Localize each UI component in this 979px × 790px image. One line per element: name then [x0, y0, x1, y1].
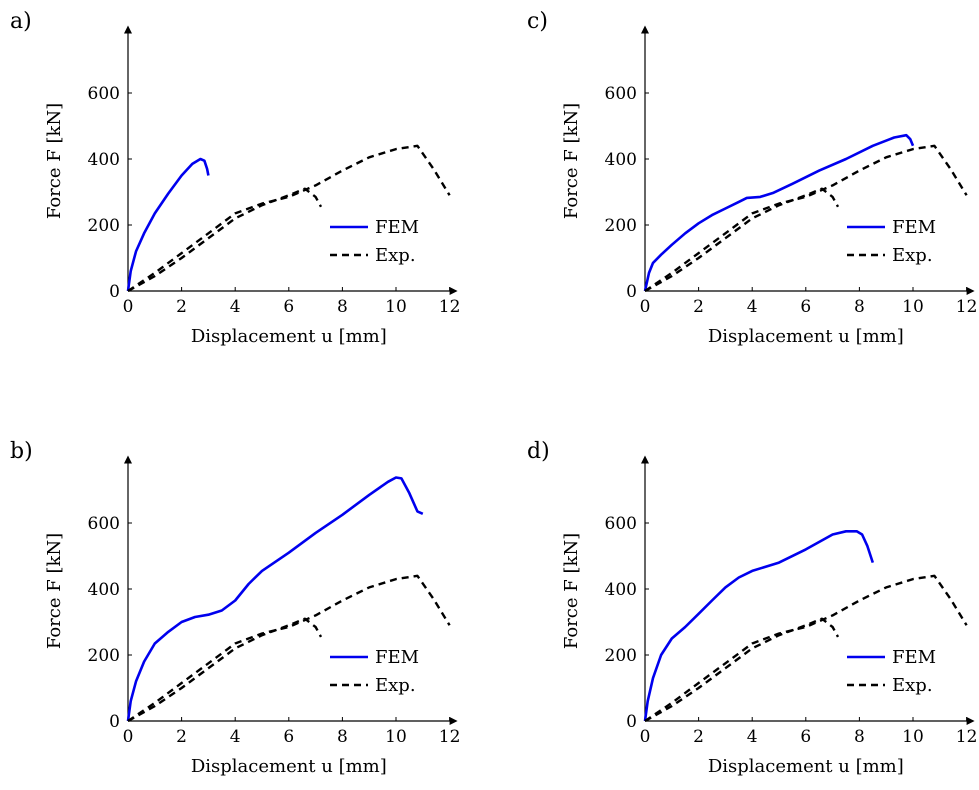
x-tick-label: 8: [337, 297, 348, 317]
x-tick-label: 6: [800, 727, 811, 747]
y-tick-label: 0: [109, 712, 120, 732]
x-tick-label: 6: [283, 727, 294, 747]
y-tick-label: 0: [626, 712, 637, 732]
x-tick-label: 4: [230, 727, 241, 747]
x-tick-label: 8: [337, 727, 348, 747]
panel-label: a): [10, 9, 32, 34]
x-tick-label: 4: [747, 297, 758, 317]
x-tick-label: 12: [439, 297, 461, 317]
x-tick-label: 6: [283, 297, 294, 317]
series-line-fem-0: [126, 476, 424, 722]
y-tick-label: 400: [88, 580, 120, 600]
x-tick-label: 10: [385, 727, 407, 747]
legend-label: Exp.: [892, 675, 933, 696]
x-axis-arrow: [449, 287, 458, 295]
x-tick-label: 8: [854, 727, 865, 747]
legend-label: Exp.: [375, 675, 416, 696]
x-tick-label: 0: [640, 727, 651, 747]
x-tick-label: 2: [693, 297, 704, 317]
legend-label: FEM: [375, 217, 419, 238]
x-tick-label: 8: [854, 297, 865, 317]
series-line-exp-2: [127, 187, 323, 293]
legend-label: Exp.: [375, 245, 416, 266]
series-line-fem-0: [643, 529, 875, 722]
y-tick-label: 400: [88, 150, 120, 170]
y-axis-label: Force F [kN]: [561, 103, 582, 219]
x-tick-label: 2: [176, 297, 187, 317]
x-tick-label: 2: [176, 727, 187, 747]
panel-label: b): [10, 439, 33, 464]
x-tick-label: 6: [800, 297, 811, 317]
series-line-fem-0: [643, 133, 915, 292]
y-tick-label: 400: [605, 580, 637, 600]
x-tick-label: 10: [902, 297, 924, 317]
y-tick-label: 200: [88, 216, 120, 236]
y-tick-label: 200: [605, 646, 637, 666]
series-line-exp-2: [644, 617, 840, 723]
x-tick-label: 2: [693, 727, 704, 747]
x-axis-label: Displacement u [mm]: [708, 756, 904, 777]
y-axis-arrow: [641, 455, 649, 464]
y-tick-label: 200: [605, 216, 637, 236]
x-axis-label: Displacement u [mm]: [708, 326, 904, 347]
y-tick-label: 600: [605, 84, 637, 104]
legend-label: FEM: [892, 217, 936, 238]
chart-panel-4: 0 2 4 6 8 10 12 0 200 400 600 Displacement u [mm] Fo…: [527, 439, 977, 777]
x-tick-label: 10: [902, 727, 924, 747]
chart-panel-3: 0 2 4 6 8 10 12 0 200 400 600 Displacement u [mm] Fo…: [10, 439, 460, 777]
x-axis-label: Displacement u [mm]: [191, 326, 387, 347]
x-tick-label: 0: [123, 727, 134, 747]
x-axis-label: Displacement u [mm]: [191, 756, 387, 777]
x-tick-label: 4: [230, 297, 241, 317]
chart-panel-2: 0 2 4 6 8 10 12 0 200 400 600 Displacement u [mm] Fo…: [527, 9, 977, 347]
legend-label: FEM: [375, 647, 419, 668]
x-tick-label: 4: [747, 727, 758, 747]
y-axis-arrow: [641, 25, 649, 34]
series-line-exp-1: [127, 574, 451, 722]
series-line-fem-0: [126, 157, 210, 292]
panel-label: d): [527, 439, 550, 464]
x-tick-label: 12: [439, 727, 461, 747]
x-tick-label: 12: [956, 297, 978, 317]
x-axis-arrow: [966, 287, 975, 295]
y-tick-label: 600: [88, 84, 120, 104]
y-axis-label: Force F [kN]: [561, 533, 582, 649]
y-tick-label: 0: [626, 282, 637, 302]
y-tick-label: 600: [605, 514, 637, 534]
x-tick-label: 0: [123, 297, 134, 317]
y-tick-label: 200: [88, 646, 120, 666]
series-line-exp-2: [127, 617, 323, 723]
y-axis-arrow: [124, 455, 132, 464]
x-tick-label: 10: [385, 297, 407, 317]
x-tick-label: 12: [956, 727, 978, 747]
y-axis-label: Force F [kN]: [44, 103, 65, 219]
series-line-exp-1: [127, 144, 451, 292]
legend-label: FEM: [892, 647, 936, 668]
series-line-exp-2: [644, 187, 840, 293]
x-axis-arrow: [449, 717, 458, 725]
chart-panel-1: 0 2 4 6 8 10 12 0 200 400 600 Displacement u [mm] Fo…: [10, 9, 460, 347]
y-tick-label: 600: [88, 514, 120, 534]
series-line-exp-1: [644, 144, 968, 292]
y-tick-label: 0: [109, 282, 120, 302]
panel-label: c): [527, 9, 548, 34]
series-line-exp-1: [644, 574, 968, 722]
legend-label: Exp.: [892, 245, 933, 266]
y-tick-label: 400: [605, 150, 637, 170]
x-axis-arrow: [966, 717, 975, 725]
y-axis-arrow: [124, 25, 132, 34]
x-tick-label: 0: [640, 297, 651, 317]
y-axis-label: Force F [kN]: [44, 533, 65, 649]
